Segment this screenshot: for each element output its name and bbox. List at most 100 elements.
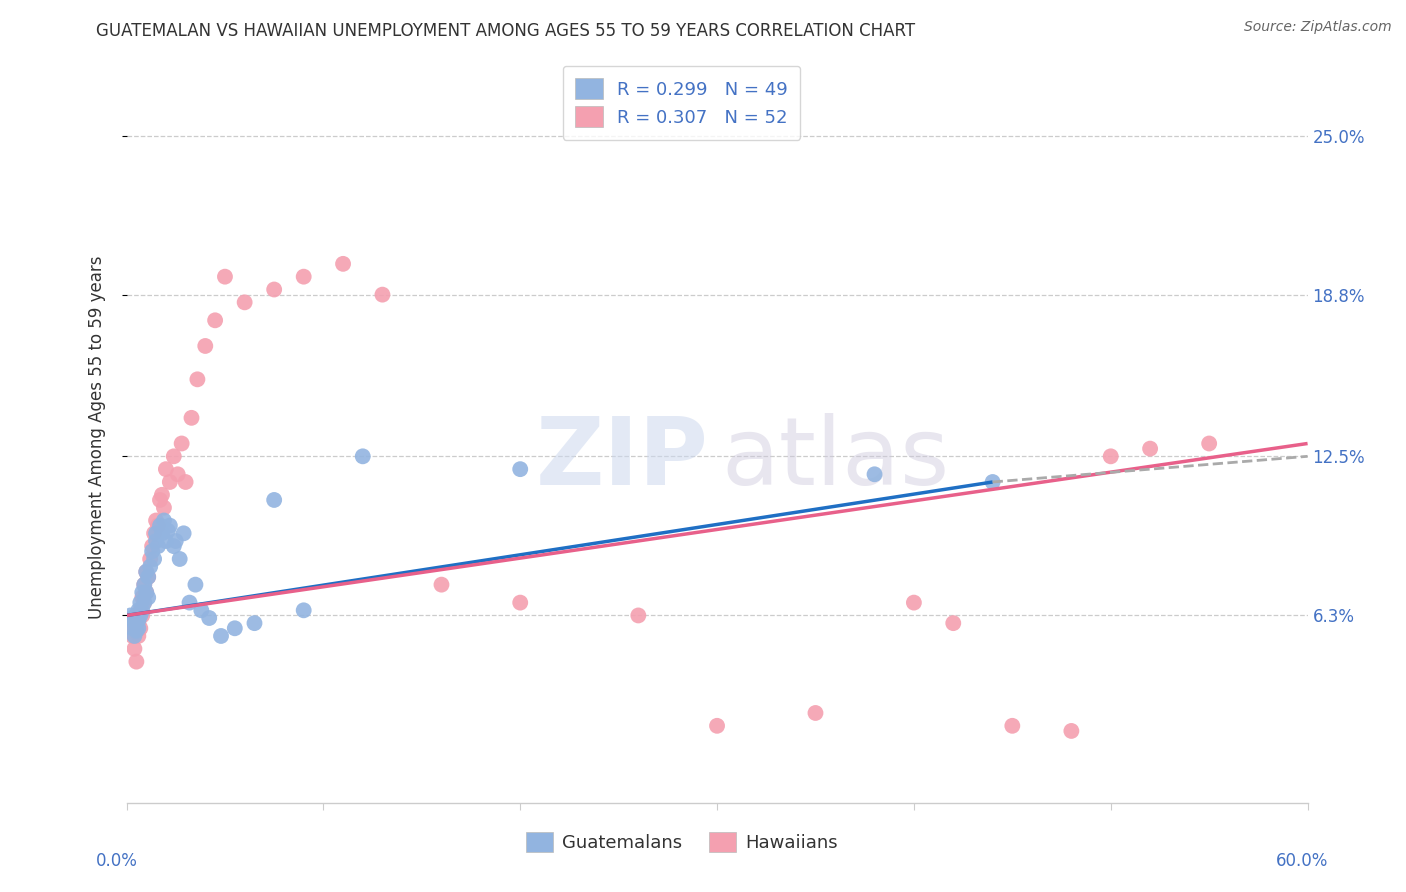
Point bbox=[145, 526, 167, 541]
Point bbox=[134, 577, 156, 591]
Point bbox=[139, 559, 162, 574]
Point bbox=[263, 283, 285, 297]
Point bbox=[1139, 442, 1161, 456]
Point bbox=[371, 287, 394, 301]
Point bbox=[139, 552, 162, 566]
Point bbox=[136, 570, 159, 584]
Point bbox=[159, 475, 181, 489]
Point bbox=[153, 500, 176, 515]
Point bbox=[129, 596, 152, 610]
Point bbox=[243, 616, 266, 631]
Point bbox=[163, 539, 186, 553]
Point bbox=[804, 706, 827, 720]
Point bbox=[125, 611, 148, 625]
Point bbox=[136, 570, 159, 584]
Point bbox=[124, 621, 146, 635]
Point bbox=[352, 450, 374, 464]
Text: 0.0%: 0.0% bbox=[96, 852, 138, 870]
Point bbox=[155, 462, 177, 476]
Point bbox=[150, 488, 173, 502]
Point bbox=[627, 608, 650, 623]
Point bbox=[430, 577, 453, 591]
Point bbox=[131, 608, 153, 623]
Point bbox=[233, 295, 256, 310]
Point bbox=[145, 534, 167, 549]
Point bbox=[509, 462, 531, 476]
Text: GUATEMALAN VS HAWAIIAN UNEMPLOYMENT AMONG AGES 55 TO 59 YEARS CORRELATION CHART: GUATEMALAN VS HAWAIIAN UNEMPLOYMENT AMON… bbox=[96, 22, 915, 40]
Point bbox=[127, 603, 149, 617]
Point bbox=[145, 514, 167, 528]
Point bbox=[131, 603, 153, 617]
Point bbox=[292, 603, 315, 617]
Point bbox=[198, 611, 221, 625]
Point bbox=[129, 621, 152, 635]
Point bbox=[136, 591, 159, 605]
Point bbox=[134, 596, 156, 610]
Point bbox=[332, 257, 354, 271]
Point bbox=[863, 467, 886, 482]
Point bbox=[150, 526, 173, 541]
Point bbox=[169, 552, 191, 566]
Point bbox=[149, 518, 172, 533]
Point bbox=[942, 616, 965, 631]
Point bbox=[174, 475, 197, 489]
Point bbox=[263, 492, 285, 507]
Point bbox=[1198, 436, 1220, 450]
Point bbox=[509, 596, 531, 610]
Point bbox=[131, 585, 153, 599]
Point bbox=[1060, 723, 1083, 738]
Point bbox=[134, 577, 156, 591]
Point bbox=[292, 269, 315, 284]
Point bbox=[1099, 450, 1122, 464]
Point bbox=[125, 624, 148, 638]
Point bbox=[146, 518, 169, 533]
Point bbox=[149, 492, 172, 507]
Point bbox=[180, 410, 202, 425]
Point bbox=[121, 621, 143, 635]
Point bbox=[166, 467, 188, 482]
Point bbox=[194, 339, 217, 353]
Point bbox=[173, 526, 195, 541]
Point bbox=[135, 565, 157, 579]
Y-axis label: Unemployment Among Ages 55 to 59 years: Unemployment Among Ages 55 to 59 years bbox=[87, 255, 105, 619]
Text: ZIP: ZIP bbox=[536, 413, 709, 505]
Point bbox=[159, 518, 181, 533]
Point bbox=[120, 608, 142, 623]
Point bbox=[124, 641, 146, 656]
Point bbox=[143, 526, 166, 541]
Point bbox=[186, 372, 208, 386]
Point bbox=[127, 614, 149, 628]
Point bbox=[135, 585, 157, 599]
Point bbox=[129, 608, 152, 623]
Point bbox=[1001, 719, 1024, 733]
Point bbox=[124, 629, 146, 643]
Point bbox=[146, 539, 169, 553]
Text: atlas: atlas bbox=[721, 413, 949, 505]
Point bbox=[224, 621, 246, 635]
Point bbox=[170, 436, 193, 450]
Point bbox=[155, 534, 177, 549]
Point bbox=[131, 591, 153, 605]
Point bbox=[141, 544, 163, 558]
Point bbox=[903, 596, 925, 610]
Point bbox=[127, 616, 149, 631]
Point bbox=[706, 719, 728, 733]
Point bbox=[127, 629, 149, 643]
Point bbox=[184, 577, 207, 591]
Point bbox=[127, 621, 149, 635]
Point bbox=[125, 608, 148, 623]
Text: 60.0%: 60.0% bbox=[1277, 852, 1329, 870]
Point bbox=[179, 596, 201, 610]
Point bbox=[141, 539, 163, 553]
Point bbox=[204, 313, 226, 327]
Point bbox=[143, 552, 166, 566]
Point bbox=[156, 524, 179, 538]
Legend: Guatemalans, Hawaiians: Guatemalans, Hawaiians bbox=[519, 824, 845, 860]
Point bbox=[165, 534, 187, 549]
Point bbox=[214, 269, 236, 284]
Point bbox=[981, 475, 1004, 489]
Point bbox=[125, 655, 148, 669]
Point bbox=[135, 565, 157, 579]
Point bbox=[124, 616, 146, 631]
Text: Source: ZipAtlas.com: Source: ZipAtlas.com bbox=[1244, 20, 1392, 34]
